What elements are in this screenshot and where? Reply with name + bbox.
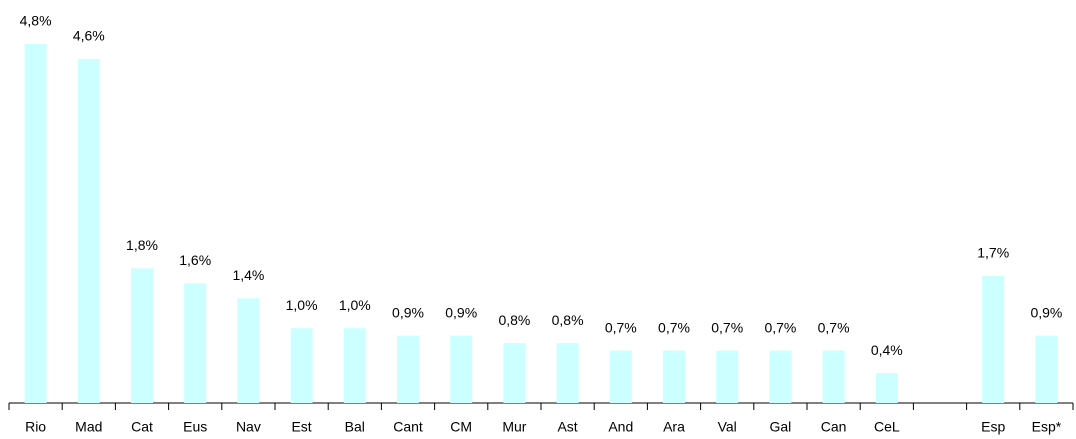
x-tick-label: Esp* bbox=[1032, 419, 1062, 435]
x-tick-label: Mur bbox=[502, 419, 526, 435]
bar bbox=[184, 283, 207, 403]
x-tick-label: Cat bbox=[131, 419, 153, 435]
bar bbox=[1035, 335, 1058, 403]
value-label: 0,7% bbox=[605, 319, 637, 335]
value-label: 1,4% bbox=[232, 267, 264, 283]
value-label: 0,7% bbox=[764, 319, 796, 335]
bar bbox=[663, 350, 685, 403]
value-label: 4,8% bbox=[20, 13, 52, 29]
value-label: 1,0% bbox=[286, 297, 318, 313]
value-label: 1,6% bbox=[179, 252, 211, 268]
x-tick-label: And bbox=[608, 419, 633, 435]
x-tick-label: Ara bbox=[663, 419, 685, 435]
x-tick-label: Gal bbox=[770, 419, 792, 435]
x-tick-label: Can bbox=[821, 419, 847, 435]
value-label: 1,0% bbox=[339, 297, 371, 313]
x-tick-label: Est bbox=[291, 419, 311, 435]
bar bbox=[822, 350, 845, 403]
bar bbox=[290, 328, 313, 403]
value-label: 0,7% bbox=[818, 319, 850, 335]
x-tick-label: Bal bbox=[345, 419, 365, 435]
bar bbox=[131, 268, 153, 403]
value-label: 0,9% bbox=[1030, 304, 1062, 320]
x-tick-label: Cant bbox=[393, 419, 423, 435]
bar bbox=[343, 328, 366, 403]
bar bbox=[875, 373, 898, 403]
bar bbox=[24, 44, 47, 403]
bar bbox=[503, 343, 526, 403]
value-label: 0,9% bbox=[392, 304, 424, 320]
x-tick-label: Eus bbox=[183, 419, 207, 435]
value-label: 4,6% bbox=[73, 28, 105, 44]
x-tick-label: CeL bbox=[874, 419, 900, 435]
x-tick-label: Rio bbox=[25, 419, 46, 435]
value-label: 0,8% bbox=[498, 312, 530, 328]
bar bbox=[716, 350, 739, 403]
bar bbox=[237, 298, 260, 403]
value-label: 0,7% bbox=[711, 319, 743, 335]
value-label: 1,7% bbox=[977, 245, 1009, 261]
x-tick-label: Nav bbox=[236, 419, 261, 435]
bar bbox=[77, 58, 100, 403]
value-label: 1,8% bbox=[126, 237, 158, 253]
x-tick-label: Esp bbox=[981, 419, 1005, 435]
x-tick-label: CM bbox=[450, 419, 472, 435]
bar bbox=[556, 343, 579, 403]
value-label: 0,8% bbox=[552, 312, 584, 328]
bar bbox=[397, 335, 419, 403]
bar bbox=[982, 275, 1005, 403]
bar bbox=[450, 335, 473, 403]
value-label: 0,7% bbox=[658, 319, 690, 335]
x-tick-label: Ast bbox=[557, 419, 577, 435]
value-label: 0,9% bbox=[445, 304, 477, 320]
bar bbox=[609, 350, 632, 403]
value-label: 0,4% bbox=[871, 342, 903, 358]
x-tick-label: Val bbox=[718, 419, 737, 435]
x-tick-label: Mad bbox=[75, 419, 102, 435]
bar bbox=[769, 350, 792, 403]
